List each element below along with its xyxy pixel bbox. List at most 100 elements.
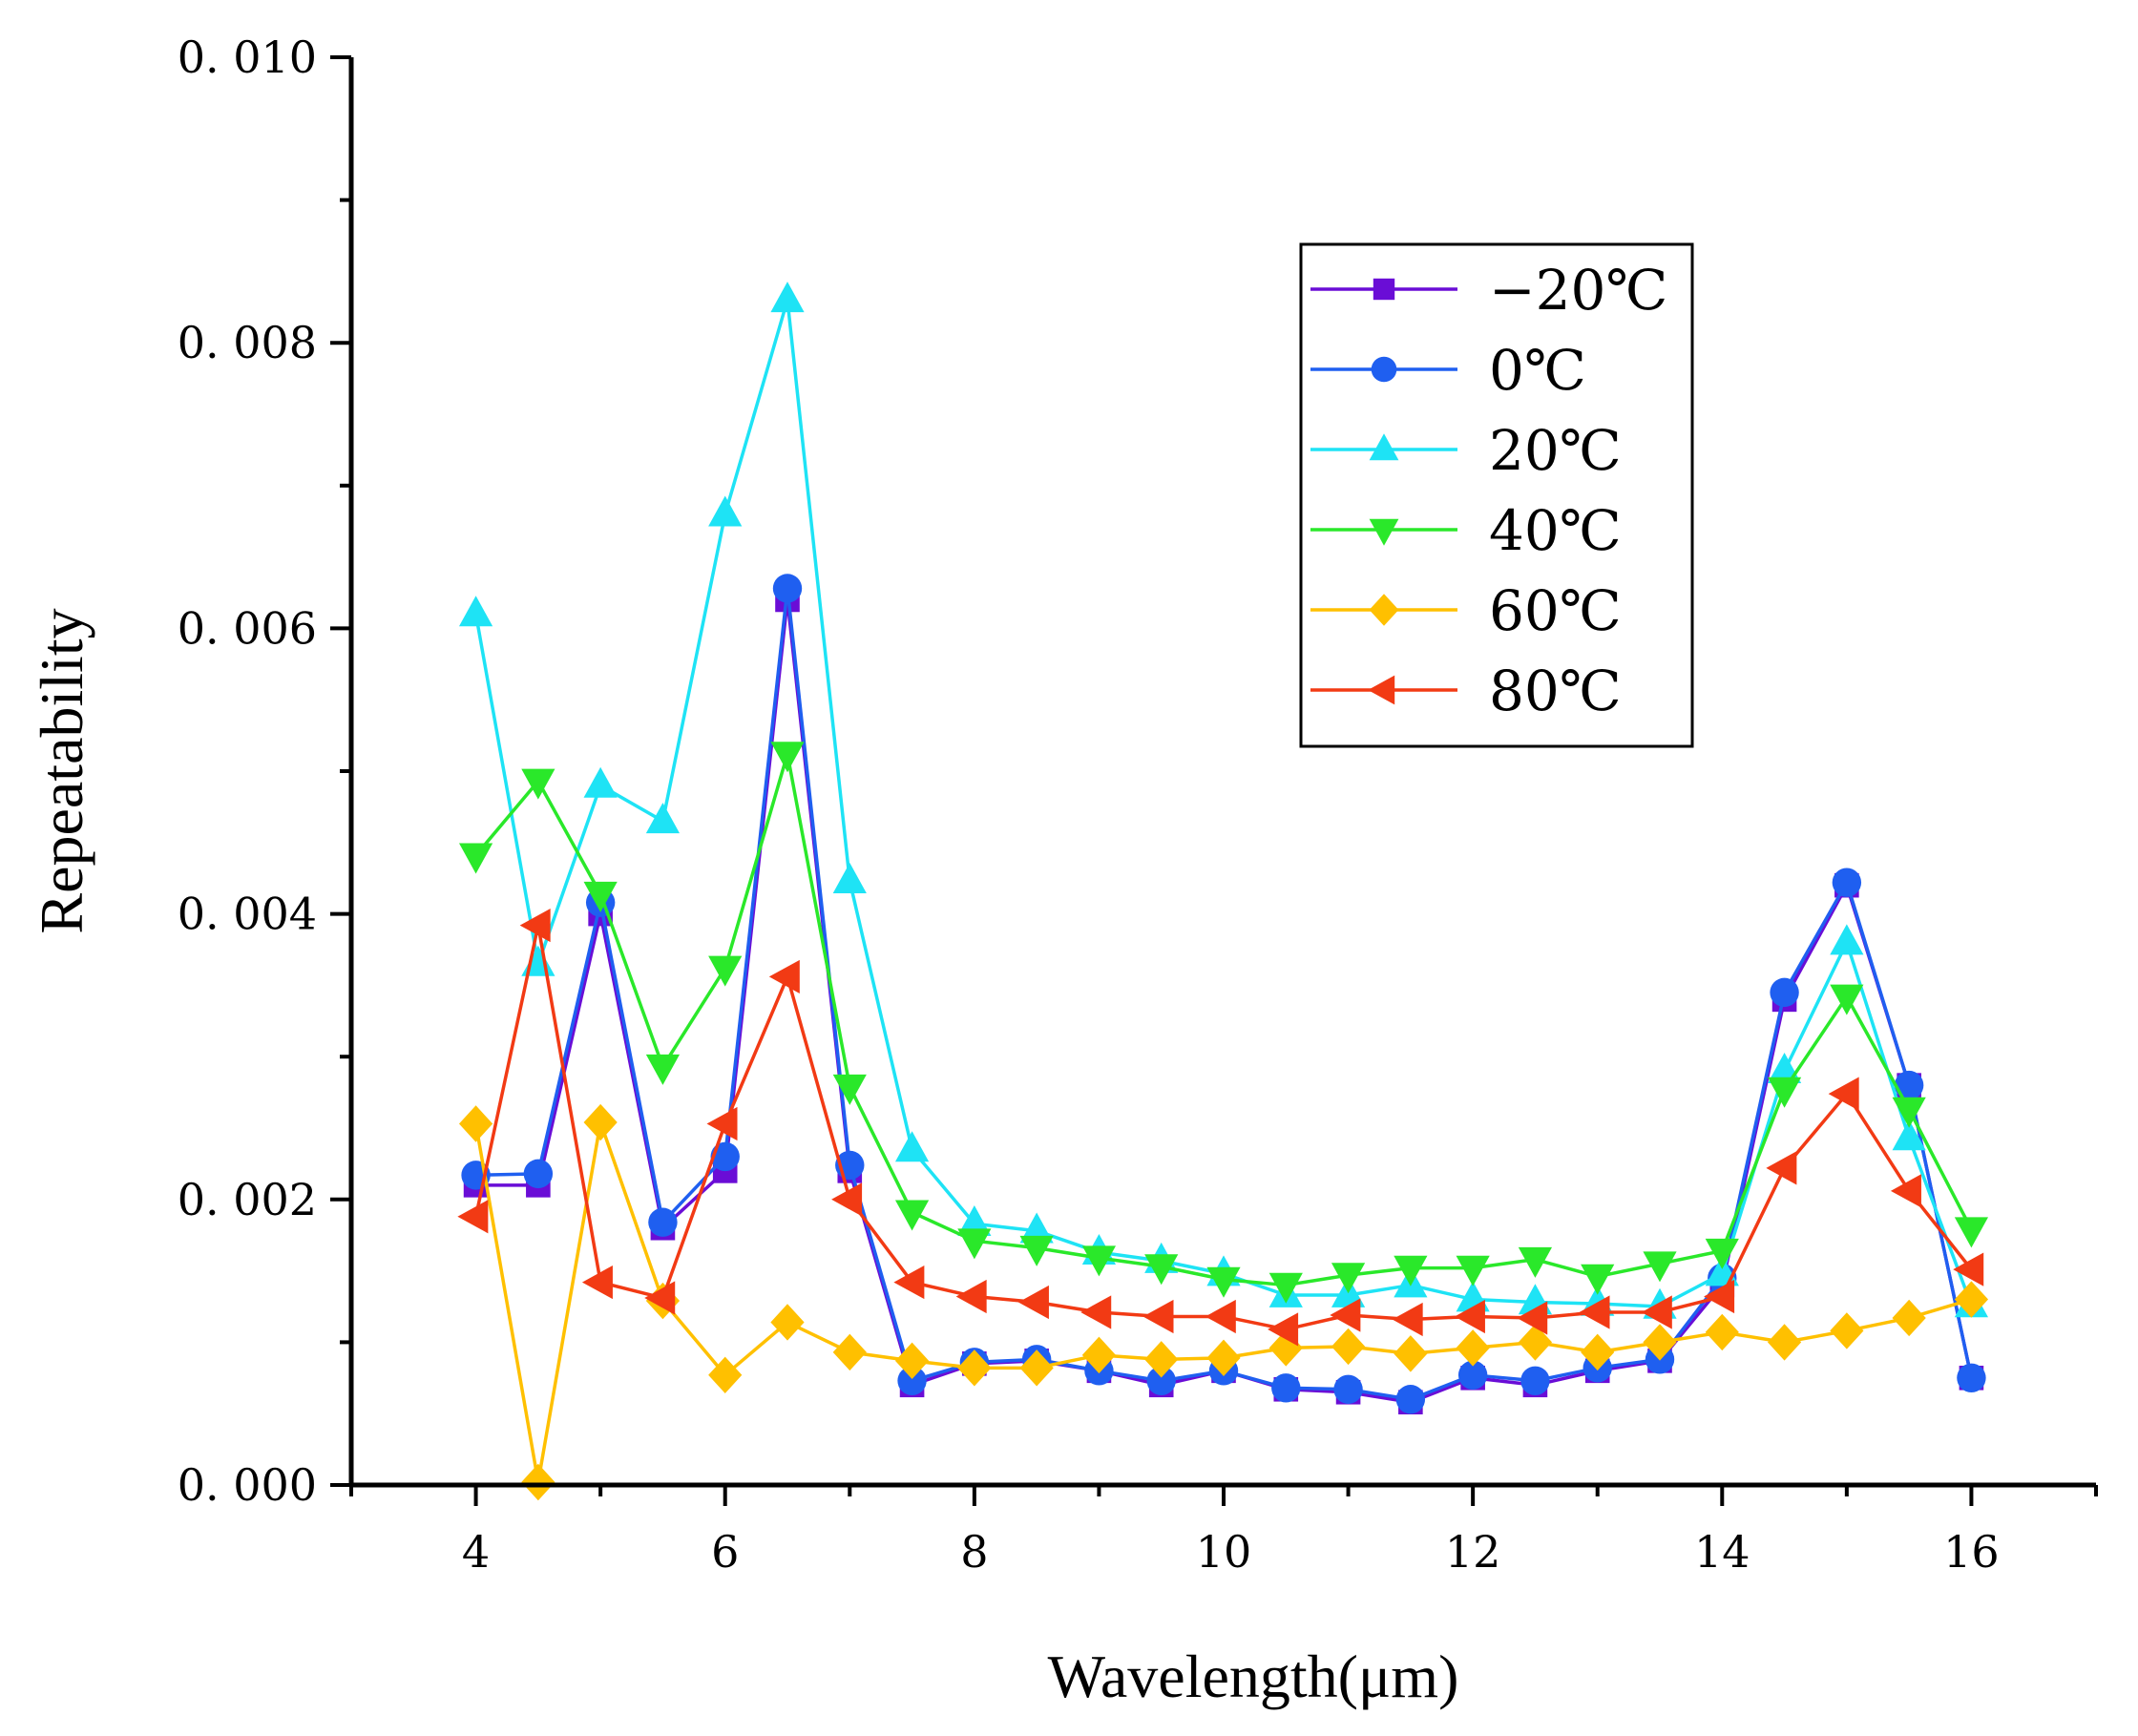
legend-label: 0℃ [1489,338,1586,403]
data-point [1581,1333,1615,1371]
data-point [957,1349,992,1387]
series-4 [458,1103,1989,1501]
data-point [1330,1298,1361,1332]
y-tick-label: 0. 004 [178,889,317,940]
data-point [521,945,555,976]
data-point [1019,1212,1054,1244]
data-point [1206,1339,1241,1377]
data-point [894,1131,930,1162]
data-point [1080,1295,1112,1329]
y-tick-label: 0. 000 [178,1459,317,1511]
data-point [955,1279,987,1314]
y-axis-title: Repeatability [28,608,95,933]
data-point [1828,1077,1859,1111]
data-point [1830,984,1864,1015]
data-point [1268,1312,1299,1347]
data-point [583,766,618,798]
data-point [1395,1385,1426,1414]
data-point [581,1265,613,1300]
data-point [1579,1295,1610,1329]
series-line [473,298,1974,1308]
x-ticks: 4 6 8 10 12 14 16 [349,1485,2098,1578]
data-point [1268,1272,1303,1304]
data-point [770,1304,805,1341]
legend-swatch-marker [1369,433,1399,461]
data-point [1456,1255,1490,1286]
data-point [1144,1254,1179,1286]
data-point [1705,1238,1739,1269]
data-point [1770,977,1799,1008]
data-point [1394,1255,1428,1286]
series-3 [458,742,1989,1304]
data-point [1641,1295,1672,1329]
data-point [1019,1235,1054,1266]
y-tick-label: 0. 006 [178,602,317,654]
data-point [648,1207,678,1237]
data-point [1331,1263,1366,1294]
legend-item: 20℃ [1310,418,1622,483]
data-point [1019,1349,1054,1387]
legend-swatch-marker [1373,278,1395,301]
y-tick-label: 0. 002 [178,1174,317,1225]
data-point [521,1463,555,1501]
data-point [768,959,800,994]
data-point [1333,1374,1363,1404]
legend-label: 40℃ [1489,498,1622,563]
data-point [1767,1077,1802,1108]
data-point [1832,868,1862,897]
legend-label: −20℃ [1489,258,1667,323]
data-point [1517,1301,1548,1335]
legend-swatch-marker [1371,356,1397,383]
data-point [1081,1336,1117,1374]
data-point [644,1281,676,1315]
series-2 [458,282,1989,1319]
data-point [1017,1285,1049,1320]
legend-label: 80℃ [1489,659,1622,723]
data-point [583,881,618,912]
data-point [583,1103,618,1141]
data-point [1894,1070,1924,1100]
axes-layer: 0. 000 0. 002 0. 004 0. 006 0. 008 0. 010 4 6 8… [178,31,2098,1578]
data-point [894,1200,930,1231]
data-point [1767,1324,1802,1361]
data-point [1331,1328,1366,1366]
legend-item: 40℃ [1310,498,1622,563]
data-point [1892,1097,1926,1128]
data-point [521,768,555,800]
data-point [1081,1245,1117,1277]
data-point [1520,1366,1550,1395]
data-point [1456,1329,1490,1367]
data-point [708,955,743,987]
data-point [645,1054,681,1085]
y-tick-label: 0. 008 [178,317,317,368]
data-point [458,1105,493,1142]
x-axis-title: Wavelength(μm) [1048,1642,1459,1710]
data-point [1454,1299,1485,1334]
data-point [1766,1151,1797,1185]
data-point [1394,1335,1428,1372]
data-point [706,1106,738,1141]
data-point [1392,1302,1423,1337]
data-point [1457,1360,1488,1391]
x-tick-label: 8 [960,1526,988,1578]
data-point [1892,1299,1926,1337]
data-point [831,1182,863,1217]
data-point [1205,1299,1236,1334]
data-point [894,1342,930,1380]
data-point [708,495,743,527]
data-point [1206,1266,1241,1298]
data-point [1518,1324,1553,1361]
data-point [519,908,551,943]
legend-box [1299,242,1694,748]
legend-label: 20℃ [1489,418,1622,483]
x-tick-label: 10 [1196,1526,1252,1578]
data-point [1271,1373,1301,1403]
data-point [645,803,681,834]
data-point [1830,1312,1864,1349]
data-point [897,1366,927,1395]
data-point [1518,1246,1553,1278]
data-point [1142,1299,1174,1334]
data-point [1954,1281,1989,1318]
series-layer [457,282,1989,1501]
